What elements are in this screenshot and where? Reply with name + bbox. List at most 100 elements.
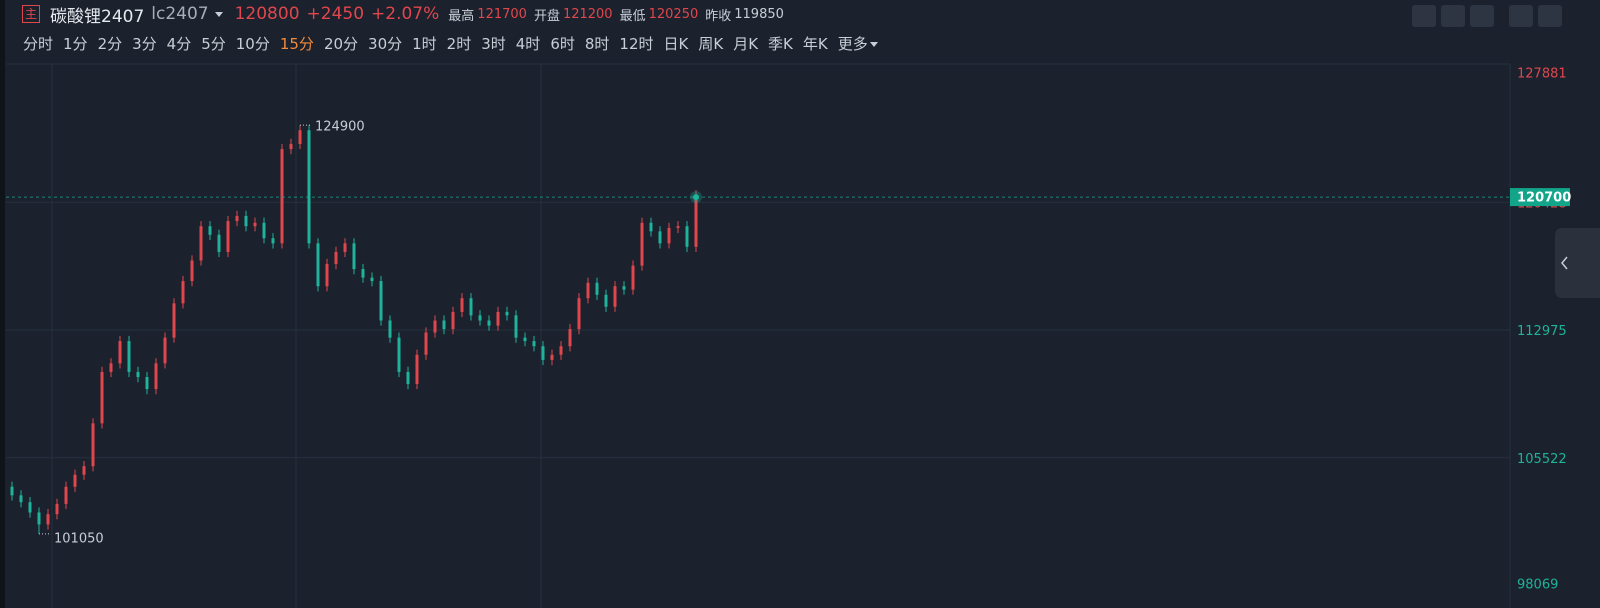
- interval-tab[interactable]: 年K: [802, 35, 828, 53]
- candle-body: [181, 281, 185, 304]
- interval-tab[interactable]: 4分: [166, 35, 192, 53]
- candle-body: [280, 149, 284, 244]
- interval-tab[interactable]: 15分: [279, 35, 314, 53]
- interval-tab[interactable]: 2分: [97, 35, 123, 53]
- interval-tab[interactable]: 日K: [663, 35, 689, 53]
- candle-body: [100, 371, 104, 424]
- left-edge: [0, 0, 5, 608]
- candle-body: [631, 265, 635, 290]
- candle-body: [190, 260, 194, 282]
- candle-body: [64, 486, 68, 504]
- last-price-label: 120700: [1517, 191, 1571, 206]
- candle-body: [262, 222, 266, 239]
- candle-body: [550, 354, 554, 360]
- candle-body: [154, 363, 158, 390]
- candle-body: [577, 298, 581, 330]
- interval-tab[interactable]: 12时: [619, 35, 654, 53]
- candle-body: [694, 195, 698, 247]
- candle-body: [415, 354, 419, 384]
- candle-body: [289, 143, 293, 150]
- candle-body: [199, 226, 203, 261]
- interval-tab[interactable]: 8时: [584, 35, 610, 53]
- candle-body: [307, 130, 311, 244]
- candle-body: [541, 346, 545, 360]
- interval-tab[interactable]: 3时: [481, 35, 506, 53]
- candle-body: [91, 423, 95, 467]
- badge[interactable]: 主: [22, 5, 40, 23]
- interval-tab[interactable]: 分时: [23, 35, 54, 53]
- candle-body: [379, 281, 383, 321]
- candle-body: [118, 341, 122, 364]
- interval-tab[interactable]: 更多: [838, 33, 878, 54]
- candle-body: [658, 231, 662, 244]
- candle-body: [127, 341, 131, 372]
- interval-tab[interactable]: 20分: [323, 35, 359, 53]
- tool-button[interactable]: [1509, 5, 1533, 27]
- candle-body: [10, 486, 14, 496]
- candle-body: [442, 320, 446, 330]
- interval-tab[interactable]: 10分: [235, 35, 270, 53]
- candle-body: [478, 315, 482, 321]
- interval-tab[interactable]: 季K: [768, 35, 793, 53]
- interval-tab[interactable]: 周K: [698, 35, 724, 53]
- interval-tab[interactable]: 1分: [63, 35, 88, 53]
- stat-value: 121200: [562, 6, 613, 22]
- candle-body: [451, 311, 455, 330]
- max-label: 124900: [315, 120, 365, 135]
- stat-label: 昨收: [705, 8, 732, 24]
- candle-body: [235, 215, 239, 222]
- y-tick-label: 112975: [1517, 324, 1567, 339]
- candle-body: [424, 332, 428, 355]
- side-tab-icon: [1561, 256, 1568, 270]
- candle-body: [532, 341, 536, 347]
- candle-body: [55, 503, 59, 515]
- header: 主 碳酸锂2407 lc2407 120800 +2450 +2.07% 最高 1…: [22, 3, 791, 27]
- candle-body: [622, 286, 626, 290]
- candle-body: [82, 466, 86, 475]
- candle-body: [523, 337, 527, 342]
- tool-button[interactable]: [1412, 5, 1436, 27]
- min-label: 101050: [54, 531, 104, 546]
- candle-body: [568, 329, 572, 347]
- interval-tab[interactable]: 3分: [132, 35, 157, 53]
- interval-tab[interactable]: 2时: [446, 35, 472, 53]
- stat-value: 119850: [734, 6, 784, 22]
- candle-body: [244, 215, 248, 227]
- candle-body: [595, 282, 599, 295]
- stat-label: 开盘: [533, 8, 560, 24]
- candle-body: [640, 222, 644, 266]
- interval-tab[interactable]: 6时: [550, 35, 575, 53]
- tool-button[interactable]: [1441, 5, 1465, 27]
- side-tab[interactable]: [1555, 228, 1600, 298]
- candle-body: [298, 130, 302, 144]
- stat-label: 最高: [448, 8, 475, 24]
- interval-tab[interactable]: 1时: [412, 35, 437, 53]
- interval-tab[interactable]: 5分: [201, 35, 226, 53]
- interval-tab[interactable]: 30分: [368, 35, 403, 53]
- stat-value: 121700: [477, 6, 527, 22]
- stat-value: 120250: [648, 6, 699, 22]
- candle-body: [271, 238, 275, 244]
- change-pct: +2.07%: [371, 4, 440, 24]
- candle-body: [343, 243, 347, 252]
- candle-body: [667, 227, 671, 244]
- interval-tab[interactable]: 月K: [733, 35, 759, 53]
- tool-button[interactable]: [1470, 5, 1494, 27]
- candle-body: [208, 226, 212, 235]
- candle-body: [397, 337, 401, 372]
- candle-body: [685, 226, 689, 247]
- dropdown-caret[interactable]: [214, 11, 223, 17]
- candle-body: [172, 303, 176, 338]
- candle-body: [361, 269, 365, 278]
- interval-tab[interactable]: 4时: [515, 35, 541, 53]
- candle-body: [352, 243, 356, 270]
- y-tick-label: 105522: [1517, 452, 1567, 467]
- candle-body: [163, 337, 167, 364]
- candle-body: [37, 512, 41, 525]
- tool-button[interactable]: [1538, 5, 1562, 27]
- candle-body: [334, 251, 338, 264]
- instrument-code[interactable]: lc2407: [151, 4, 209, 24]
- last-price-tag: [1510, 188, 1570, 207]
